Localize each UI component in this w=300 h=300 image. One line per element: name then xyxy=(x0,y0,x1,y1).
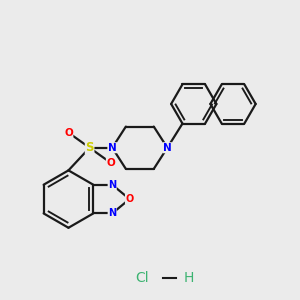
Text: O: O xyxy=(64,128,73,138)
Text: O: O xyxy=(125,194,134,204)
Text: N: N xyxy=(108,180,116,190)
Text: Cl: Cl xyxy=(136,271,149,285)
Text: N: N xyxy=(163,143,172,153)
Text: O: O xyxy=(106,158,115,168)
Text: N: N xyxy=(108,143,117,153)
Text: S: S xyxy=(85,141,94,154)
Text: H: H xyxy=(184,271,194,285)
Text: N: N xyxy=(108,208,116,218)
